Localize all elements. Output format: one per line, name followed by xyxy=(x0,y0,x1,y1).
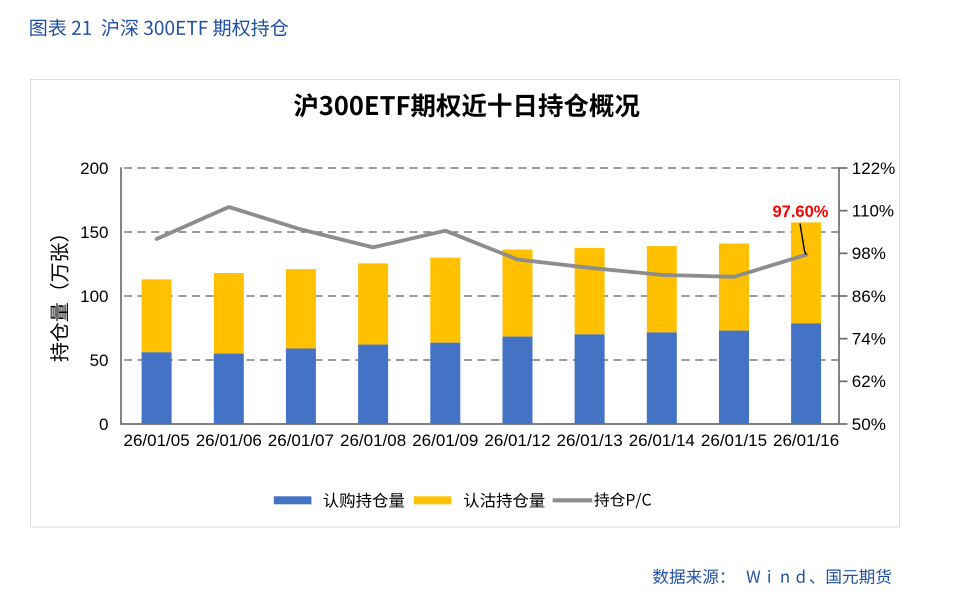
svg-text:26/01/06: 26/01/06 xyxy=(196,431,262,450)
svg-text:26/01/14: 26/01/14 xyxy=(629,431,695,450)
svg-text:26/01/08: 26/01/08 xyxy=(340,431,406,450)
svg-text:26/01/13: 26/01/13 xyxy=(557,431,623,450)
svg-text:26/01/09: 26/01/09 xyxy=(412,431,478,450)
svg-text:26/01/07: 26/01/07 xyxy=(268,431,334,450)
svg-text:200: 200 xyxy=(80,159,108,178)
svg-text:26/01/12: 26/01/12 xyxy=(484,431,550,450)
svg-text:97.60%: 97.60% xyxy=(773,203,829,221)
svg-text:100: 100 xyxy=(80,287,108,306)
svg-text:86%: 86% xyxy=(852,287,886,306)
svg-text:62%: 62% xyxy=(852,372,886,391)
svg-text:0: 0 xyxy=(99,415,108,434)
svg-text:26/01/16: 26/01/16 xyxy=(773,431,839,450)
svg-text:122%: 122% xyxy=(852,159,895,178)
svg-text:74%: 74% xyxy=(852,330,886,349)
svg-text:26/01/15: 26/01/15 xyxy=(701,431,767,450)
svg-text:26/01/05: 26/01/05 xyxy=(124,431,190,450)
svg-text:50%: 50% xyxy=(852,415,886,434)
svg-text:110%: 110% xyxy=(852,202,894,221)
svg-text:150: 150 xyxy=(80,223,108,242)
svg-text:50: 50 xyxy=(90,351,109,370)
svg-text:98%: 98% xyxy=(852,244,886,263)
